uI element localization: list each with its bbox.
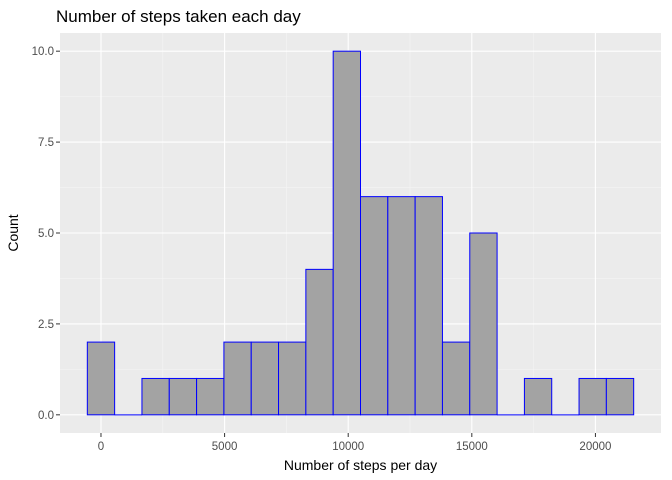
histogram-bar [387, 196, 416, 416]
histogram-bar [168, 377, 198, 416]
histogram-bar [360, 196, 389, 416]
x-axis-ticks: 0 5000 10000 15000 20000 [98, 433, 611, 453]
y-tick-label: 0.0 [38, 410, 54, 422]
histogram-bar [196, 377, 225, 416]
y-axis-ticks: 0.0 2.5 5.0 7.5 10.0 [32, 46, 60, 422]
x-axis-title: Number of steps per day [284, 457, 437, 473]
x-tick-label: 15000 [456, 441, 488, 453]
histogram-bar [578, 377, 607, 416]
y-tick-label: 10.0 [32, 46, 54, 58]
histogram-bar [441, 341, 471, 416]
y-axis-title: Count [5, 214, 21, 251]
chart-title: Number of steps taken each day [56, 7, 301, 26]
histogram-bar [86, 341, 116, 416]
x-tick-label: 5000 [212, 441, 238, 453]
histogram-bars [86, 50, 635, 416]
x-tick-label: 10000 [332, 441, 364, 453]
y-tick-label: 5.0 [38, 228, 54, 240]
y-tick-label: 7.5 [38, 137, 54, 149]
histogram-bar [605, 377, 635, 416]
histogram-bar [414, 196, 443, 416]
histogram-bar [305, 268, 334, 416]
histogram-bar [250, 341, 280, 416]
x-tick-label: 0 [98, 441, 104, 453]
x-tick-label: 20000 [579, 441, 611, 453]
histogram-bar [278, 341, 307, 416]
histogram-bar [223, 341, 252, 416]
histogram-bar [141, 377, 170, 416]
histogram-bar [332, 50, 362, 416]
y-tick-label: 2.5 [38, 319, 54, 331]
histogram-bar [523, 377, 553, 416]
histogram-bar [469, 232, 498, 416]
